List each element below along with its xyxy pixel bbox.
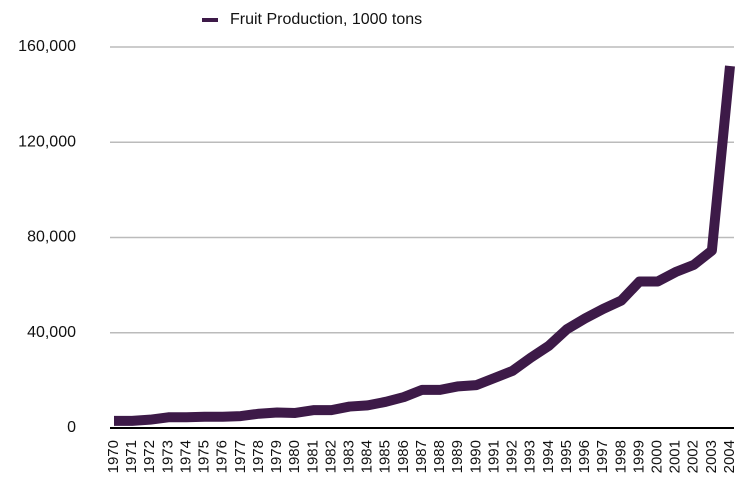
x-tick-label: 1993	[522, 440, 539, 473]
x-tick-label: 1991	[485, 440, 502, 473]
x-tick-label: 1985	[377, 440, 394, 473]
x-tick-label: 1975	[196, 440, 213, 473]
x-tick-label: 1980	[286, 440, 303, 473]
x-tick-label: 1974	[177, 440, 194, 473]
y-tick-label: 40,000	[27, 324, 76, 341]
x-tick-label: 1996	[576, 440, 593, 473]
x-tick-label: 1997	[594, 440, 611, 473]
x-tick-label: 2000	[648, 440, 665, 473]
x-tick-label: 1992	[504, 440, 521, 473]
y-tick-label: 80,000	[27, 229, 76, 246]
x-tick-label: 1976	[214, 440, 231, 473]
x-tick-label: 1986	[395, 440, 412, 473]
y-tick-label: 120,000	[18, 133, 76, 150]
legend-label: Fruit Production, 1000 tons	[230, 11, 422, 28]
x-tick-label: 1984	[359, 440, 376, 473]
x-tick-label: 1987	[413, 440, 430, 473]
x-tick-label: 2003	[703, 440, 720, 473]
x-tick-label: 1995	[558, 440, 575, 473]
x-tick-label: 1999	[630, 440, 647, 473]
x-tick-label: 1971	[123, 440, 140, 473]
y-tick-label: 0	[67, 419, 76, 436]
x-tick-label: 1979	[268, 440, 285, 473]
x-tick-label: 2001	[667, 440, 684, 473]
x-tick-label: 1982	[322, 440, 339, 473]
data-line	[114, 65, 735, 426]
x-tick-label: 1989	[449, 440, 466, 473]
x-tick-label: 2002	[685, 440, 702, 473]
x-tick-label: 1988	[431, 440, 448, 473]
x-tick-label: 1983	[340, 440, 357, 473]
x-tick-label: 1994	[540, 440, 557, 473]
x-tick-label: 1978	[250, 440, 267, 473]
x-tick-label: 1998	[612, 440, 629, 473]
x-tick-label: 1973	[159, 440, 176, 473]
y-tick-label: 160,000	[18, 38, 76, 55]
x-tick-label: 1970	[105, 440, 122, 473]
x-tick-label: 1972	[141, 440, 158, 473]
x-tick-label: 1981	[304, 440, 321, 473]
x-tick-label: 1990	[467, 440, 484, 473]
x-tick-label: 2004	[721, 440, 738, 473]
x-tick-label: 1977	[232, 440, 249, 473]
